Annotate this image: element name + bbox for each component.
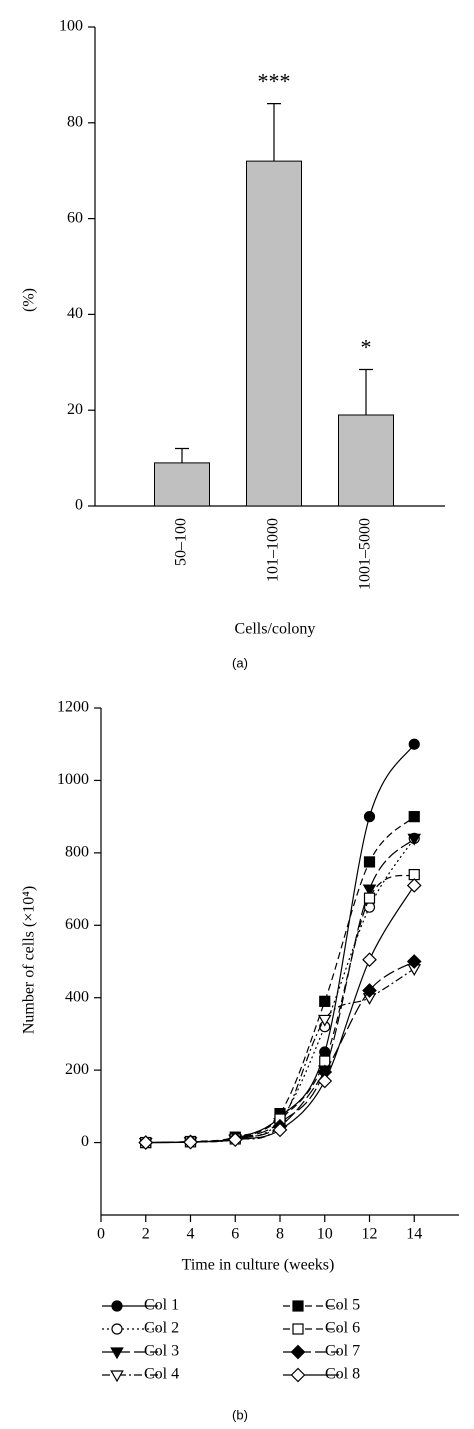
y-tick-label: 40 — [67, 305, 83, 322]
marker — [138, 1135, 154, 1150]
legend-label: Col 6 — [325, 1320, 360, 1337]
caption: (a) — [232, 655, 248, 670]
marker — [227, 1132, 243, 1148]
legend-label: Col 8 — [325, 1366, 360, 1383]
marker — [406, 954, 422, 969]
annotation: * — [361, 335, 372, 360]
legend-label: Col 2 — [144, 1320, 179, 1337]
marker — [362, 983, 377, 998]
bar — [246, 160, 302, 507]
marker — [110, 1370, 124, 1383]
annotation: *** — [258, 69, 291, 94]
y-tick-label: 200 — [65, 1061, 89, 1078]
y-tick-label: 20 — [67, 401, 83, 418]
x-tick-label: 4 — [187, 1226, 195, 1243]
marker — [111, 1300, 123, 1312]
bar — [154, 462, 210, 507]
x-tick-label: 0 — [97, 1226, 105, 1243]
marker — [363, 892, 376, 904]
y-tick-label: 400 — [65, 988, 89, 1005]
x-tick-label: 10 — [317, 1226, 333, 1243]
caption: (b) — [232, 1407, 248, 1422]
y-axis-label: (%) — [21, 288, 38, 312]
marker — [292, 1300, 304, 1312]
y-tick-label: 0 — [75, 497, 83, 514]
x-tick-label: 12 — [362, 1226, 378, 1243]
y-tick-label: 600 — [65, 916, 89, 933]
marker — [292, 1323, 304, 1335]
marker — [406, 878, 422, 893]
marker — [319, 995, 331, 1007]
y-tick-label: 80 — [67, 113, 83, 130]
series-line — [145, 874, 415, 1144]
x-axis-label: Cells/colony — [235, 621, 316, 638]
legend-label: Col 4 — [144, 1366, 179, 1383]
marker — [110, 1347, 124, 1360]
marker — [362, 952, 377, 968]
bar — [338, 414, 394, 507]
x-tick-label: 14 — [406, 1226, 422, 1243]
series-line — [145, 885, 415, 1144]
marker — [183, 1134, 198, 1150]
error-bar — [267, 103, 281, 162]
x-axis-label: Time in culture (weeks) — [182, 1257, 335, 1274]
y-tick-label: 1000 — [57, 771, 89, 788]
marker — [319, 1055, 331, 1067]
marker — [407, 833, 422, 846]
marker — [317, 1073, 333, 1089]
marker — [362, 884, 377, 897]
error-bar — [175, 447, 189, 463]
x-tick-label: 8 — [276, 1226, 284, 1243]
marker — [408, 868, 420, 881]
y-tick-label: 0 — [81, 1133, 89, 1150]
legend-label: Col 1 — [144, 1297, 179, 1314]
y-axis-label: Number of cells (×10⁴) — [21, 886, 38, 1034]
y-tick-label: 100 — [59, 18, 83, 35]
y-tick-label: 60 — [67, 209, 83, 226]
y-tick-label: 800 — [65, 844, 89, 861]
x-tick-label: 1001–5000 — [357, 518, 374, 590]
marker — [272, 1122, 288, 1138]
x-tick-label: 50–100 — [173, 518, 190, 566]
marker — [363, 811, 376, 823]
error-bar — [359, 368, 373, 415]
x-tick-label: 2 — [142, 1226, 150, 1243]
marker — [408, 811, 420, 823]
x-tick-label: 6 — [231, 1226, 239, 1243]
marker — [317, 1014, 332, 1027]
legend-label: Col 7 — [325, 1343, 360, 1360]
marker — [111, 1323, 123, 1335]
legend-label: Col 3 — [144, 1343, 179, 1360]
x-tick-label: 101–1000 — [265, 518, 282, 582]
legend-label: Col 5 — [325, 1297, 360, 1314]
series-line — [145, 743, 415, 1144]
marker — [290, 1344, 306, 1360]
marker — [363, 856, 376, 868]
marker — [408, 738, 420, 750]
marker — [290, 1367, 306, 1383]
y-tick-label: 1200 — [57, 699, 89, 716]
